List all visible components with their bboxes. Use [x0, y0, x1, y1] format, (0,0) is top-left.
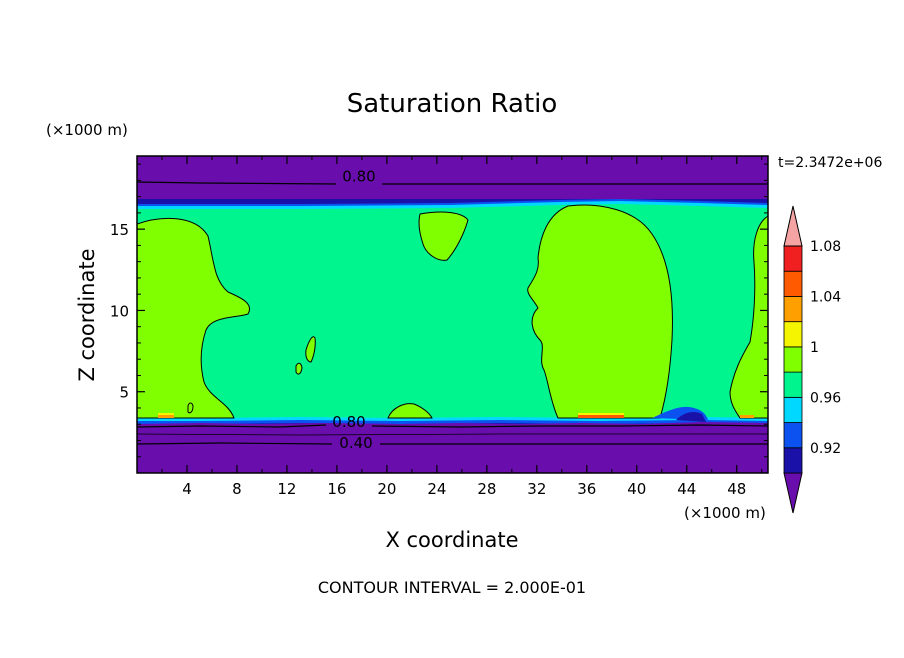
x-unit-label: (×1000 m) — [684, 504, 766, 522]
contour-line-middle — [137, 424, 768, 428]
blob-tiny-1 — [305, 336, 316, 363]
colorbar-label: 1.08 — [810, 239, 841, 255]
colorbar-swatch — [783, 245, 803, 272]
y-unit-label: (×1000 m) — [46, 121, 128, 139]
contour-label: 0.80 — [332, 413, 365, 431]
x-tick-label: 16 — [327, 480, 346, 498]
patch-orange-b — [578, 415, 624, 418]
x-tick-label: 4 — [182, 480, 192, 498]
contour-label: 0.40 — [339, 434, 372, 452]
patch-orange-c — [740, 415, 754, 418]
footer-contour-interval: CONTOUR INTERVAL = 2.000E-01 — [318, 578, 586, 597]
colorbar-swatch — [783, 296, 803, 323]
y-tick-label: 15 — [110, 221, 129, 239]
contour-line-upper — [137, 181, 768, 185]
colorbar-swatch — [783, 270, 803, 297]
colorbar-label: 1.04 — [810, 289, 841, 305]
patch-yellow-a — [158, 413, 174, 415]
x-tick-label: 28 — [477, 480, 496, 498]
patch-yellow-b — [578, 413, 624, 415]
colorbar-label: 0.92 — [810, 441, 841, 457]
x-tick-label: 32 — [527, 480, 546, 498]
colorbar: 0.92 0.96 1 1.04 1.08 — [783, 205, 841, 514]
field-lower-purple — [137, 422, 768, 473]
patch-orange-a — [158, 415, 174, 418]
contour-lines — [137, 181, 768, 445]
blob-bottom-small — [387, 403, 433, 419]
saturation-field — [137, 156, 768, 473]
contour-labels: 0.80 0.80 0.40 — [332, 168, 375, 453]
x-tick-label: 20 — [377, 480, 396, 498]
blob-tiny-3 — [187, 402, 194, 414]
x-tick-label: 44 — [677, 480, 696, 498]
plot-frame — [136, 155, 769, 474]
x-axis-label: X coordinate — [385, 528, 518, 552]
colorbar-swatch — [783, 422, 803, 449]
x-tick-label: 24 — [427, 480, 446, 498]
chart-title: Saturation Ratio — [347, 89, 558, 119]
y-axis-label: Z coordinate — [75, 248, 99, 381]
contour-label: 0.80 — [342, 168, 375, 186]
colorbar-swatch — [783, 321, 803, 348]
colorbar-over-triangle — [783, 205, 803, 247]
blob-left — [137, 217, 250, 419]
x-tick-label: 40 — [627, 480, 646, 498]
colorbar-swatch — [783, 447, 803, 474]
blob-center — [418, 211, 469, 261]
y-axis-ticks: 5 10 15 — [110, 163, 768, 458]
x-tick-label: 48 — [727, 480, 746, 498]
x-tick-label: 36 — [577, 480, 596, 498]
colorbar-swatch — [783, 371, 803, 398]
patch-darkblue-bump — [676, 412, 706, 422]
blob-tiny-2 — [295, 362, 303, 375]
contour-line-faint — [137, 433, 768, 436]
x-tick-label: 12 — [277, 480, 296, 498]
y-tick-label: 5 — [119, 384, 129, 402]
x-tick-label: 8 — [232, 480, 242, 498]
colorbar-label: 0.96 — [810, 390, 841, 406]
colorbar-swatch — [783, 346, 803, 373]
time-label: t=2.3472e+06 — [778, 155, 882, 171]
colorbar-label: 1 — [810, 340, 819, 356]
blob-big-right — [527, 204, 673, 419]
y-tick-label: 10 — [110, 302, 129, 320]
blob-right-edge — [729, 215, 768, 419]
x-axis-ticks: 4 8 12 16 20 24 28 32 36 40 44 48 — [161, 156, 763, 498]
colorbar-swatch — [783, 396, 803, 423]
contour-line-lower — [137, 442, 768, 445]
colorbar-under-triangle — [783, 472, 803, 514]
